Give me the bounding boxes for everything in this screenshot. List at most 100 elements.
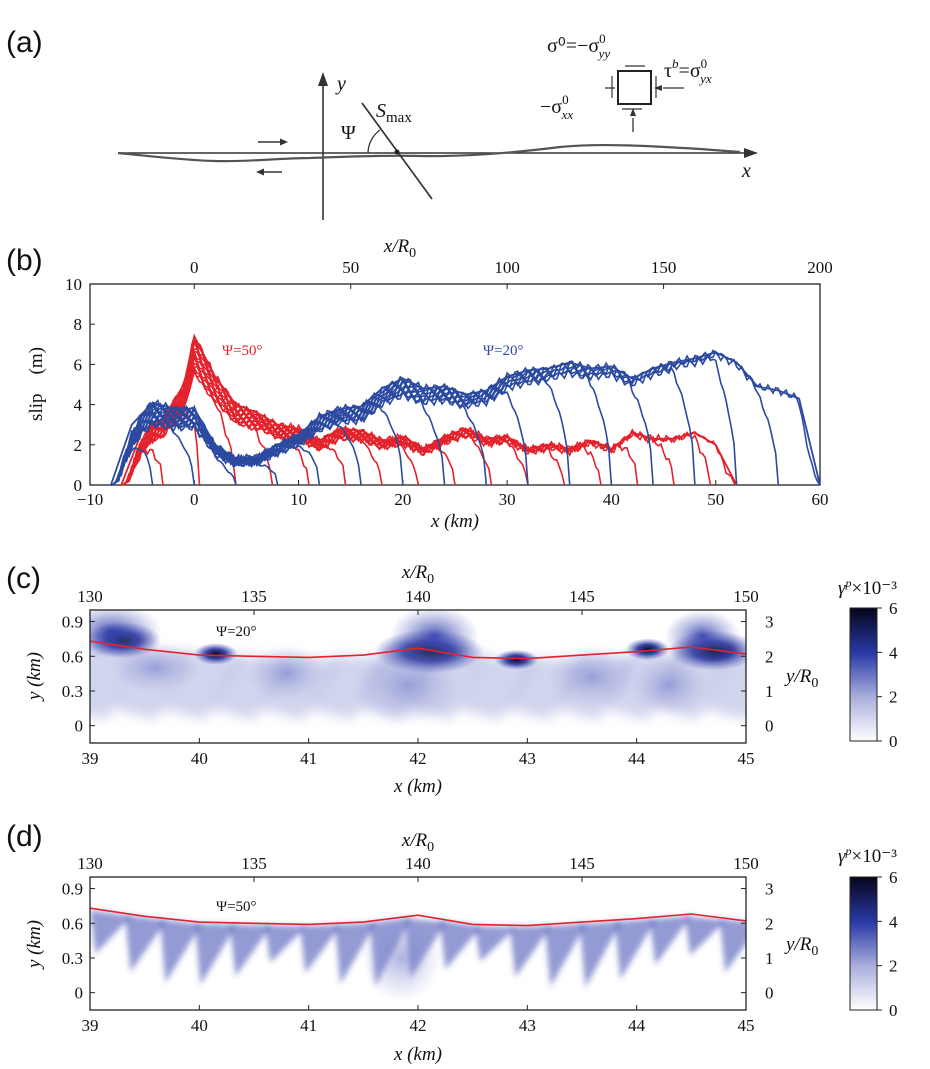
y-tick-label: 0.3	[62, 949, 83, 968]
right-tick-label: 0	[765, 717, 774, 736]
series-psi-50	[120, 333, 738, 486]
panel-d-strain-field	[90, 907, 746, 1003]
panel-a-arrow-bottom-head	[630, 108, 636, 116]
colorbar-tick-label: 6	[889, 868, 898, 887]
strain-concentration	[246, 645, 327, 702]
panel-b-top-tick-label: 50	[342, 258, 359, 277]
strain-concentration	[361, 912, 442, 1003]
x-tick-label: 39	[82, 1016, 99, 1035]
x-tick-label: 40	[191, 749, 208, 768]
strain-lobe	[544, 923, 587, 987]
panel-a-label: (a)	[6, 26, 43, 59]
panel-b-top-tick-label: 100	[494, 258, 520, 277]
x-tick-label: 40	[191, 1016, 208, 1035]
panel-b-top-axis-label: x/R0	[383, 236, 416, 261]
panel-b: (b) x/R0 0 50 100 150 200 −10 0 10 20 30 40 50 60 0…	[6, 236, 833, 532]
y-tick-label: 0	[75, 717, 84, 736]
panel-b-y-tick-label: 10	[65, 275, 82, 294]
top-tick-label: 130	[77, 587, 103, 606]
panel-d-colorbar-ticks: 0 2 4 6	[877, 868, 898, 1020]
panel-b-y-ticks: 0 2 4 6 8 10	[65, 275, 95, 495]
top-tick-label: 140	[405, 854, 431, 873]
panel-a: (a) x y Ψ Smax σ⁰=−σ0 yy τb=σ0 yx	[6, 26, 758, 220]
right-tick-label: 3	[765, 880, 774, 899]
panel-a-tau-label: τb=σ0 yx	[664, 56, 712, 86]
y-tick-label: 0.3	[62, 682, 83, 701]
panel-d-ylabel: y (km)	[24, 920, 45, 970]
panel-b-top-ticks: 0 50 100 150 200	[190, 258, 833, 289]
panel-d-top-axis-label: x/R0	[401, 830, 434, 855]
strain-lobe	[579, 921, 622, 988]
panel-b-y-tick-label: 6	[74, 355, 83, 374]
top-tick-label: 145	[569, 854, 595, 873]
top-tick-label: 135	[241, 854, 267, 873]
panel-c-ticks: 39 40 41 42 43 44 45 0 0.3 0.6 0.9 130 135 140 145 150 0…	[62, 587, 774, 768]
slip-profile-line	[110, 377, 571, 486]
colorbar-tick-label: 2	[889, 688, 898, 707]
strain-lobe	[684, 916, 727, 956]
panel-b-x-tick-label: 40	[603, 490, 620, 509]
panel-b-blue-label: Ψ=20°	[483, 343, 524, 359]
panel-b-x-tick-label: 50	[707, 490, 724, 509]
strain-lobe	[456, 657, 539, 720]
panel-b-x-tick-label: 0	[190, 490, 199, 509]
top-tick-label: 135	[241, 587, 267, 606]
strain-lobe	[159, 919, 202, 983]
panel-c-annotation: Ψ=20°	[216, 624, 257, 640]
panel-b-y-tick-label: 0	[74, 476, 83, 495]
panel-b-x-ticks: −10 0 10 20 30 40 50 60	[77, 480, 829, 509]
top-tick-label: 150	[733, 587, 759, 606]
panel-b-top-tick-label: 150	[651, 258, 677, 277]
colorbar-tick-label: 4	[889, 643, 898, 662]
y-tick-label: 0.9	[62, 880, 83, 899]
panel-a-psi-label: Ψ	[341, 122, 356, 144]
panel-a-y-arrowhead	[318, 72, 328, 86]
panel-b-y-tick-label: 2	[74, 436, 83, 455]
strain-lobe	[194, 923, 237, 985]
slip-profile-line	[121, 333, 738, 486]
colorbar-tick-label: 0	[889, 732, 898, 751]
strain-lobe	[229, 924, 272, 977]
strain-lobe	[124, 915, 167, 972]
strain-concentration	[664, 610, 741, 662]
strain-concentration	[625, 638, 670, 661]
slip-envelope-line	[120, 333, 738, 486]
strain-lobe	[509, 925, 552, 978]
panel-a-sxx-label: −σ0 xx	[540, 92, 573, 122]
panel-b-x-tick-label: 30	[499, 490, 516, 509]
strain-lobe	[719, 919, 746, 973]
strain-lobe	[299, 924, 342, 974]
panel-d-ticks: 39 40 41 42 43 44 45 0 0.3 0.6 0.9 130 135 140 145 150 0…	[62, 854, 774, 1035]
strain-lobe	[614, 918, 657, 980]
panel-c-top-axis-label: x/R0	[401, 562, 434, 587]
x-tick-label: 45	[738, 749, 755, 768]
fault-trace-line	[90, 907, 746, 927]
right-tick-label: 1	[765, 682, 774, 701]
panel-b-x-tick-label: 20	[394, 490, 411, 509]
x-tick-label: 41	[300, 1016, 317, 1035]
panel-b-x-tick-label: 60	[812, 490, 829, 509]
panel-b-frame	[89, 283, 821, 486]
panel-b-x-tick-label: −10	[77, 490, 104, 509]
x-tick-label: 43	[519, 1016, 536, 1035]
x-tick-label: 44	[628, 749, 646, 768]
panel-a-sigma0-label: σ⁰=−σ0 yy	[547, 31, 610, 61]
strain-concentration	[629, 655, 710, 716]
panel-a-intersection-dot	[394, 149, 400, 155]
panel-c-xlabel: x (km)	[393, 776, 442, 797]
x-tick-label: 42	[410, 749, 427, 768]
x-tick-label: 43	[519, 749, 536, 768]
panel-a-y-label: y	[335, 73, 346, 95]
panel-a-arrow-right-head	[654, 85, 662, 91]
top-tick-label: 140	[405, 587, 431, 606]
panel-a-smax-label: Smax	[376, 100, 412, 126]
panel-a-stress-element	[617, 70, 652, 105]
panel-d-xlabel: x (km)	[393, 1044, 442, 1065]
panel-d-label: (d)	[6, 820, 43, 853]
slip-profile-line	[121, 336, 712, 486]
colorbar-tick-label: 4	[889, 912, 898, 931]
series-psi-20	[110, 349, 821, 486]
panel-b-red-label: Ψ=50°	[222, 343, 263, 359]
strain-concentration	[110, 642, 201, 693]
